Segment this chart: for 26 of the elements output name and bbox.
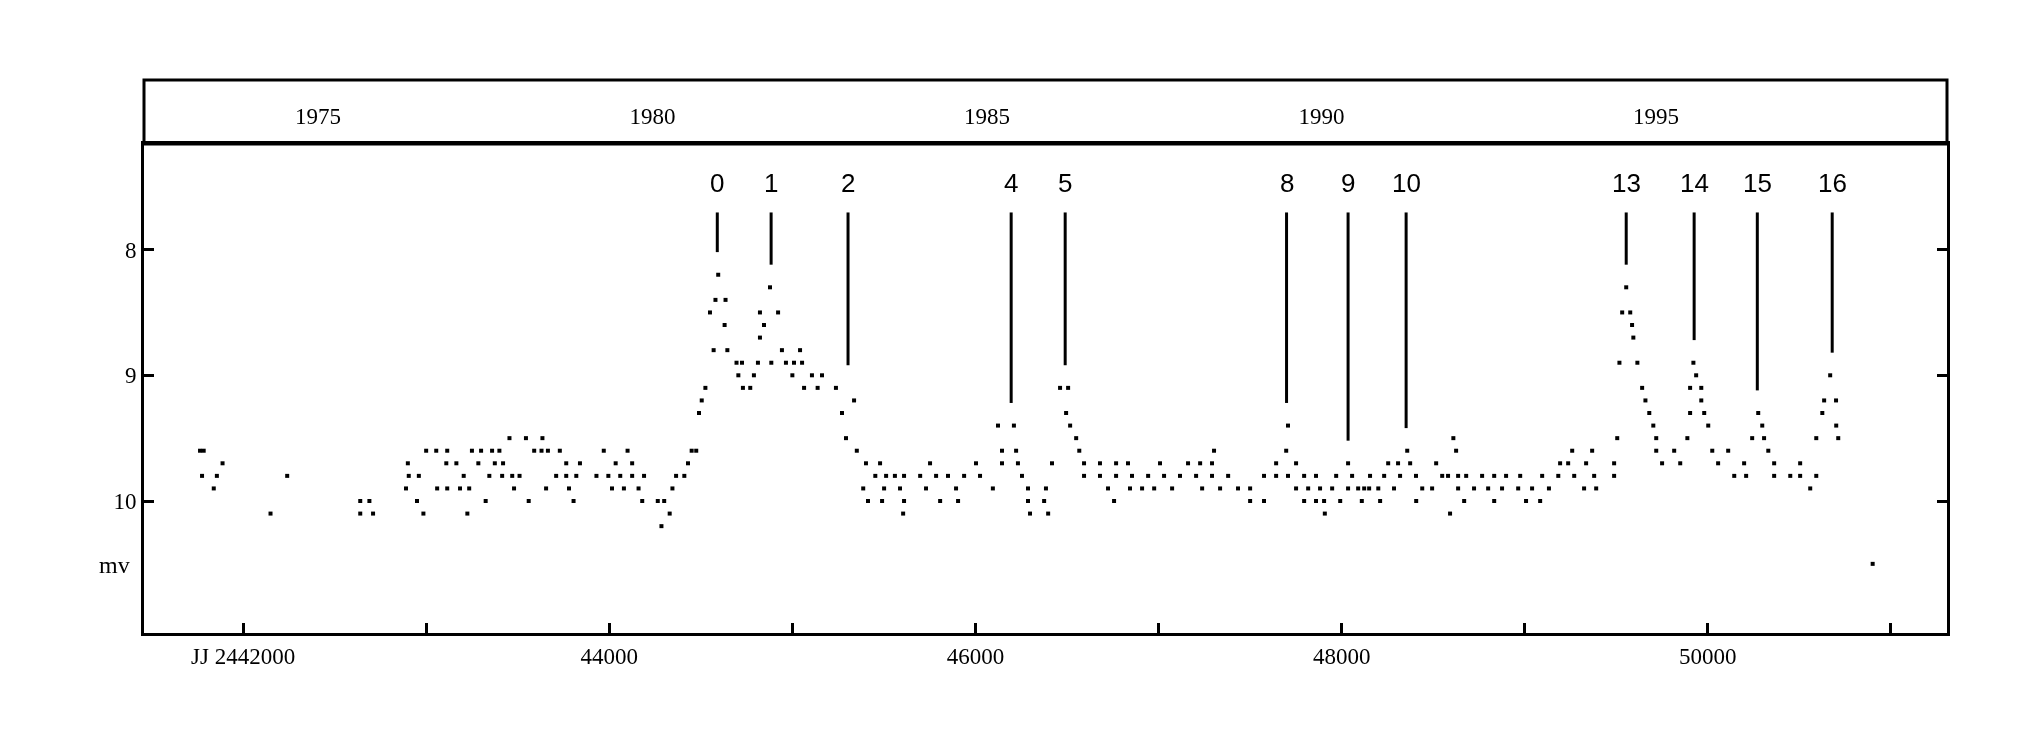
y-tick-label: 8: [124, 237, 137, 263]
x-tick-label: 44000: [580, 643, 639, 669]
annotation: 0: [710, 168, 725, 198]
x-tick-label: 48000: [1312, 643, 1371, 669]
x2-tick-label: 1975: [294, 104, 341, 130]
x-tick-label: 50000: [1679, 643, 1737, 669]
annotation: 1: [764, 168, 779, 198]
annotation: 5: [1058, 168, 1073, 198]
annotation: 2: [841, 168, 856, 198]
annotation: 9: [1341, 168, 1356, 198]
x2-tick-label: 1990: [1298, 104, 1345, 130]
y-tick-label: 9: [124, 363, 137, 389]
annotation: 8: [1280, 168, 1295, 198]
annotation: 10: [1392, 168, 1421, 198]
annotation: 14: [1680, 168, 1709, 198]
annotation: 15: [1743, 168, 1772, 198]
y-tick-label: 10: [113, 489, 137, 515]
x-tick-label: 46000: [946, 643, 1005, 669]
x2-tick-label: 1980: [629, 104, 676, 130]
annotation: 16: [1818, 168, 1847, 198]
x-tick-label: JJ 2442000: [190, 643, 296, 669]
y-axis-title: mv: [99, 552, 130, 578]
x2-tick-label: 1995: [1632, 104, 1679, 130]
annotation: 13: [1612, 168, 1641, 198]
annotation: 4: [1004, 168, 1019, 198]
x2-tick-label: 1985: [963, 104, 1010, 130]
